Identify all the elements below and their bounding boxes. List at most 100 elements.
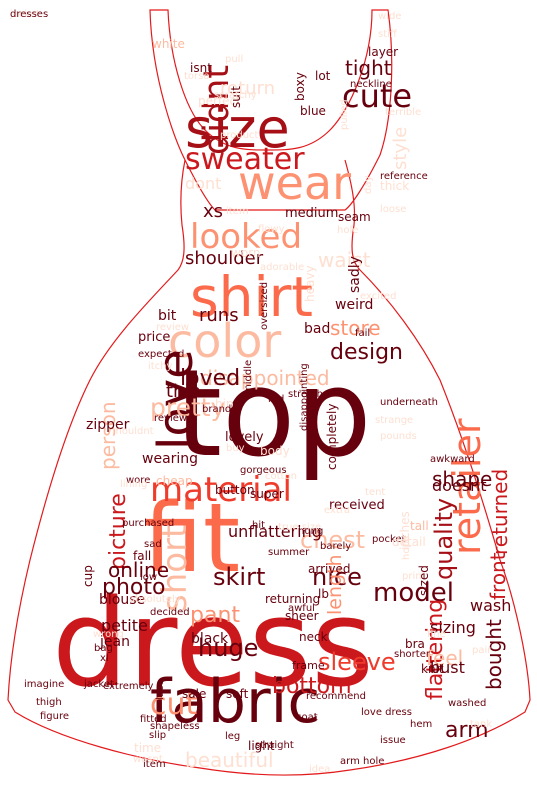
word-bit: bit bbox=[158, 308, 177, 324]
word-cheap: cheap bbox=[156, 474, 193, 488]
word-lovely: lovely bbox=[225, 430, 264, 445]
word-sadly: sadly bbox=[347, 256, 363, 293]
word-received: received bbox=[329, 498, 385, 513]
word-lace: lace bbox=[155, 679, 166, 700]
word-returned: returned bbox=[488, 468, 512, 555]
word-terrible: terrible bbox=[385, 107, 422, 118]
word-middle: middle bbox=[243, 359, 254, 394]
word-bag: bag bbox=[94, 643, 113, 654]
word-reference: reference bbox=[380, 171, 428, 182]
word-huge: huge bbox=[198, 634, 259, 662]
word-pounds: pounds bbox=[380, 431, 417, 442]
word-soft: soft bbox=[226, 687, 249, 701]
word-fit: fit bbox=[143, 484, 241, 594]
word-dress: dress bbox=[52, 575, 374, 714]
word-purchased: purchased bbox=[122, 518, 175, 529]
word-day: day bbox=[363, 175, 374, 194]
word-low: low bbox=[140, 572, 158, 583]
word-boxy: boxy bbox=[293, 72, 307, 101]
word-front: front bbox=[486, 552, 510, 600]
word-tent: tent bbox=[365, 487, 386, 498]
word-product: product bbox=[220, 130, 259, 141]
word-underneath: underneath bbox=[380, 397, 438, 408]
word-arrived: arrived bbox=[308, 562, 351, 576]
word-loved: loved bbox=[180, 366, 241, 391]
word-lining: lining bbox=[120, 479, 148, 490]
word-thigh: thigh bbox=[36, 697, 62, 708]
word-pretty: pretty bbox=[150, 393, 226, 422]
word-cotton: cotton bbox=[265, 471, 297, 482]
word-runs: runs bbox=[199, 305, 239, 326]
word-detail: detail bbox=[392, 535, 426, 549]
word-fail: fail bbox=[355, 328, 371, 339]
word-leg: leg bbox=[225, 731, 241, 742]
word-dresses: dresses bbox=[10, 9, 49, 20]
word-expected: expected bbox=[138, 349, 185, 360]
word-wearing: wearing bbox=[142, 451, 199, 467]
word-weird: weird bbox=[335, 297, 374, 313]
word-review: review bbox=[156, 322, 190, 333]
word-flowy: flowy bbox=[258, 224, 285, 235]
word-lot: lot bbox=[315, 69, 331, 83]
word-sized: sized bbox=[417, 565, 431, 596]
word-sad: sad bbox=[144, 539, 162, 550]
word-tight: tight bbox=[345, 56, 392, 80]
word-seam: seam bbox=[338, 210, 371, 224]
word-waist: waist bbox=[318, 248, 371, 272]
word-isnt: isnt bbox=[190, 61, 212, 75]
word-coat: coat bbox=[296, 712, 318, 723]
word-buy: buy bbox=[226, 443, 245, 454]
word-shapeless: shapeless bbox=[150, 721, 200, 732]
word-bra: bra bbox=[405, 637, 425, 651]
word-wore: wore bbox=[126, 475, 151, 486]
word-style: style bbox=[390, 126, 411, 170]
word-store: store bbox=[330, 316, 381, 340]
word-brand: brand bbox=[202, 404, 232, 415]
word-black: black bbox=[191, 631, 229, 647]
word-item: item bbox=[226, 206, 249, 217]
word-size: size bbox=[185, 97, 290, 160]
word-scratchy: scratchy bbox=[214, 90, 257, 101]
word-extremely: extremely bbox=[103, 681, 154, 692]
word-wash: wash bbox=[470, 596, 512, 615]
word-idea: idea bbox=[309, 764, 331, 775]
word-jacket: jacket bbox=[10, 9, 40, 20]
word-price: price bbox=[138, 330, 171, 345]
word-knit: knit bbox=[421, 662, 444, 676]
word-awful: awful bbox=[288, 603, 315, 614]
word-completely: completely bbox=[325, 403, 339, 471]
word-issue: issue bbox=[380, 735, 406, 746]
word-true-size: true size bbox=[278, 522, 322, 533]
word-feel: feel bbox=[426, 646, 464, 670]
word-dont: dont bbox=[185, 174, 222, 193]
word-love-dress: love dress bbox=[361, 707, 412, 718]
word-arm-hole: arm hole bbox=[340, 756, 385, 767]
word-shorter: shorter bbox=[394, 649, 430, 660]
word-jean: jean bbox=[100, 634, 130, 650]
word-pair: pair bbox=[472, 645, 492, 656]
word-decided: decided bbox=[150, 607, 190, 618]
word-cup: cup bbox=[81, 565, 95, 587]
word-super: super bbox=[250, 487, 284, 501]
word-wear: wear bbox=[238, 156, 352, 210]
word-hole: hole bbox=[337, 225, 359, 236]
word-white: white bbox=[152, 37, 185, 51]
word-cut: cut bbox=[150, 687, 198, 722]
word-stiff: stiff bbox=[378, 29, 397, 40]
word-layer: layer bbox=[368, 45, 399, 59]
word-item: item bbox=[143, 759, 166, 770]
word-lb: lb bbox=[318, 587, 329, 601]
word-returning: returning bbox=[265, 592, 321, 606]
word-pocket: pocket bbox=[372, 534, 406, 545]
word-xs: xs bbox=[203, 201, 224, 222]
word-strange: strange bbox=[375, 415, 414, 426]
word-shoulder: shoulder bbox=[185, 248, 264, 269]
word-beautiful: beautiful bbox=[185, 748, 274, 772]
word-fitted: fitted bbox=[140, 714, 167, 725]
dress-silhouette-path bbox=[7, 9, 531, 776]
word-gorgeous: gorgeous bbox=[240, 465, 287, 476]
word-excited: excited bbox=[360, 291, 397, 302]
word-tank: tank bbox=[470, 719, 493, 730]
